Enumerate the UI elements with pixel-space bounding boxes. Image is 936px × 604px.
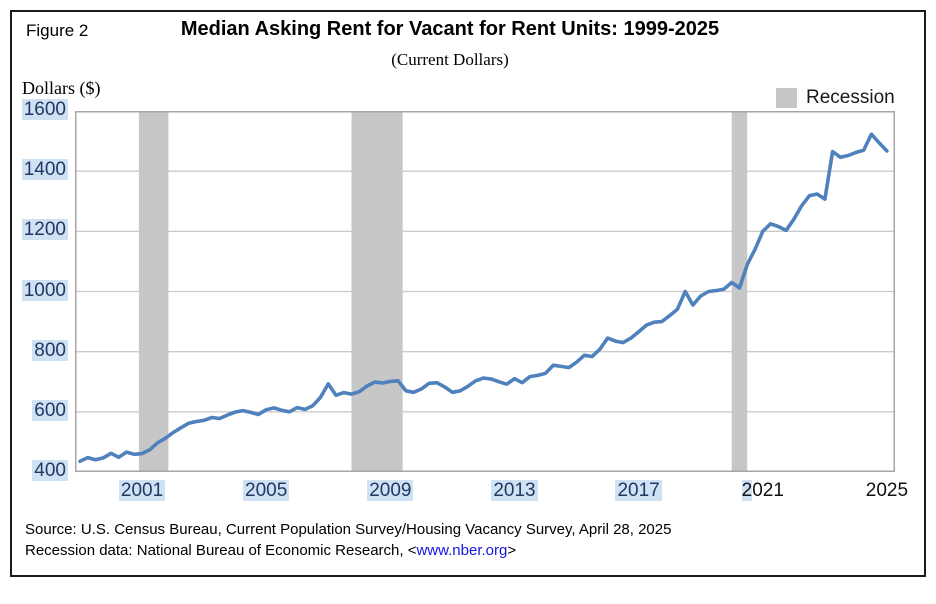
median-rent-line (78, 132, 889, 464)
plot-border (75, 111, 895, 472)
recession-swatch-icon (776, 88, 797, 108)
source-block: Source: U.S. Census Bureau, Current Popu… (25, 519, 671, 561)
y-tick-1000: 1000 (21, 279, 68, 301)
source-line-2: Recession data: National Bureau of Econo… (25, 540, 671, 561)
recession-band (731, 111, 748, 472)
source-line-2-suffix: > (507, 542, 517, 559)
y-tick-1600: 1600 (21, 99, 68, 120)
y-tick-800: 800 (32, 339, 68, 361)
nber-link[interactable]: www.nber.org (416, 542, 508, 559)
recession-band (351, 111, 403, 472)
y-tick-1400: 1400 (21, 159, 68, 181)
y-axis-title: Dollars ($) (22, 78, 101, 98)
source-line-1: Source: U.S. Census Bureau, Current Popu… (25, 521, 672, 538)
x-tick-2017: 2017 (615, 480, 662, 501)
x-tick-2001: 2001 (118, 480, 166, 501)
source-line-2-prefix: Recession data: National Bureau of Econo… (25, 542, 417, 559)
y-tick-600: 600 (32, 399, 68, 421)
recession-band (138, 111, 169, 472)
x-tick-2021: 2021 (741, 480, 784, 501)
chart-subtitle: (Current Dollars) (391, 50, 509, 69)
x-tick-2005: 2005 (243, 480, 290, 501)
x-tick-2025: 2025 (865, 480, 909, 501)
y-tick-400: 400 (32, 460, 68, 481)
figure-label: Figure 2 (26, 21, 89, 40)
legend-label: Recession (806, 87, 895, 108)
legend: Recession (776, 87, 895, 109)
y-tick-1200: 1200 (21, 219, 68, 241)
x-tick-2013: 2013 (491, 480, 538, 501)
rent-line-chart (75, 111, 895, 472)
x-tick-2009: 2009 (367, 480, 414, 501)
chart-title: Median Asking Rent for Vacant for Rent U… (180, 18, 720, 40)
